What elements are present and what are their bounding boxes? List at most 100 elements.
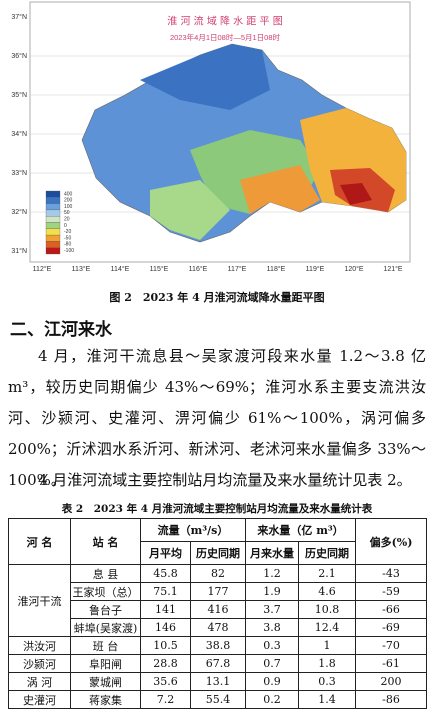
- legend-swatch: [45, 190, 61, 198]
- precipitation-map: 淮 河 流 域 降 水 距 平 图 2023年4月1日08时—5月1日08时 3…: [11, 1, 411, 273]
- legend-label: -50: [64, 235, 71, 241]
- value-cell: 0.7: [245, 654, 300, 673]
- lon-label: 116°E: [189, 265, 208, 273]
- value-cell: 82: [189, 564, 247, 583]
- legend-label: 100: [64, 204, 73, 210]
- legend-label: 50: [64, 210, 70, 216]
- table-row: 涡 河蒙城闸 35.6 13.1 0.9 0.3 200: [8, 672, 428, 691]
- paragraph: 4 月，淮河干流息县～吴家渡河段来水量 1.2～3.8 亿 m³，较历史同期偏少…: [8, 347, 426, 489]
- statistics-table: 河 名 站 名 流量（m³/s） 来水量（亿 m³） 偏多(%) 月平均 历史同…: [8, 518, 428, 709]
- legend-swatch: [45, 209, 61, 217]
- header-cell: 月来水量: [245, 541, 300, 565]
- value-cell: 35.6: [140, 672, 191, 691]
- header-cell: 历史同期: [189, 541, 247, 565]
- section-heading: 二、江河来水: [10, 320, 112, 340]
- header-cell: 历史同期: [298, 541, 357, 565]
- legend-swatch: [45, 228, 61, 236]
- value-cell: 10.8: [298, 600, 357, 619]
- value-cell: 0.2: [245, 690, 300, 709]
- table-row: 史灌河 蒋家集 7.2 55.4 0.2 1.4 -86: [8, 690, 428, 709]
- value-cell: 4.6: [298, 582, 357, 601]
- value-cell: 67.8: [189, 654, 247, 673]
- lat-label: 36°N: [11, 52, 27, 60]
- lat-labels: 37°N 36°N 35°N 34°N 33°N 32°N 31°N: [11, 13, 27, 255]
- station-cell: 蒋家集: [70, 690, 141, 709]
- river-cell: 涡 河: [8, 672, 71, 691]
- region-very-dry: [340, 183, 372, 205]
- table-row: 淮河干流息 县 45.8 82 1.2 2.1 -43: [8, 564, 428, 637]
- value-cell: 1.9: [245, 582, 300, 601]
- legend-label: 0: [64, 223, 67, 229]
- legend-swatch: [45, 197, 61, 204]
- value-cell: -69: [355, 618, 428, 637]
- lon-label: 121°E: [383, 265, 402, 273]
- lon-label: 118°E: [267, 265, 286, 273]
- paragraph: 4 月淮河流域主要控制站月均流量及来水量统计见表 2。: [38, 471, 412, 489]
- legend-swatch: [45, 222, 61, 229]
- legend-label: 400: [64, 191, 73, 197]
- value-cell: -61: [355, 654, 428, 673]
- lon-label: 112°E: [33, 265, 52, 273]
- legend-swatch: [45, 241, 61, 248]
- region-dry: [240, 165, 320, 214]
- legend-label: -100: [64, 248, 74, 254]
- value-cell: -59: [355, 582, 428, 601]
- figure-caption: 图 2 2023 年 4 月淮河流域降水量距平图: [109, 291, 325, 304]
- value-cell: 1.4: [298, 690, 357, 709]
- value-cell: 3.8: [245, 618, 300, 637]
- lon-label: 120°E: [344, 265, 363, 273]
- table-row: 沙颍河 阜阳闸 28.8 67.8 0.7 1.8 -61: [8, 654, 428, 673]
- value-cell: 200: [355, 672, 428, 691]
- value-cell: 141: [140, 600, 191, 619]
- lon-label: 117°E: [228, 265, 247, 273]
- lat-label: 37°N: [11, 13, 27, 21]
- station-cell: 蚌埠(吴家渡): [70, 618, 141, 637]
- region-near-normal: [150, 180, 230, 240]
- lon-label: 119°E: [306, 265, 325, 273]
- river-cell: 洪汝河: [8, 636, 71, 655]
- station-cell: 班 台: [70, 636, 141, 655]
- value-cell: 1: [298, 636, 357, 655]
- value-cell: 478: [189, 618, 247, 637]
- river-cell: 史灌河: [8, 690, 71, 709]
- value-cell: 7.2: [140, 690, 191, 709]
- map-subtitle: 2023年4月1日08时—5月1日08时: [170, 32, 281, 42]
- legend-swatch: [45, 234, 61, 242]
- value-cell: -66: [355, 600, 428, 619]
- value-cell: 55.4: [189, 690, 247, 709]
- legend-label: 20: [64, 217, 70, 223]
- header-cell: 站 名: [70, 518, 141, 565]
- lon-label: 113°E: [72, 265, 91, 273]
- table-title: 表 2 2023 年 4 月淮河流域主要控制站月均流量及来水量统计表: [61, 503, 373, 515]
- map-title: 淮 河 流 域 降 水 距 平 图: [167, 15, 282, 28]
- lat-label: 33°N: [11, 169, 27, 177]
- lon-label: 115°E: [150, 265, 169, 273]
- value-cell: 2.1: [298, 564, 357, 583]
- header-cell: 偏多(%): [355, 518, 428, 565]
- value-cell: 28.8: [140, 654, 191, 673]
- value-cell: 1.8: [298, 654, 357, 673]
- value-cell: 0.9: [245, 672, 300, 691]
- table-row: 蚌埠(吴家渡) 146 478 3.8 12.4 -69: [9, 618, 428, 637]
- legend-swatch: [45, 216, 61, 223]
- value-cell: 12.4: [298, 618, 357, 637]
- value-cell: 416: [189, 600, 247, 619]
- table-row: 王家坝（总） 75.1 177 1.9 4.6 -59: [9, 582, 428, 601]
- value-cell: 13.1: [189, 672, 247, 691]
- table-row: 鲁台子 141 416 3.7 10.8 -66: [9, 600, 428, 619]
- value-cell: -86: [355, 690, 428, 709]
- river-cell: 沙颍河: [8, 654, 71, 673]
- station-cell: 王家坝（总）: [70, 582, 141, 601]
- region-high: [140, 44, 270, 110]
- value-cell: 10.5: [140, 636, 191, 655]
- legend-label: -20: [64, 229, 71, 235]
- station-cell: 鲁台子: [70, 600, 141, 619]
- header-cell: 流量（m³/s）: [139, 518, 247, 542]
- legend-swatch: [45, 203, 61, 211]
- table-row: 洪汝河班 台 10.5 38.8 0.3 1 -70: [8, 636, 428, 655]
- legend-label: -80: [64, 242, 71, 248]
- legend-swatch: [45, 247, 61, 255]
- lat-label: 34°N: [11, 130, 27, 138]
